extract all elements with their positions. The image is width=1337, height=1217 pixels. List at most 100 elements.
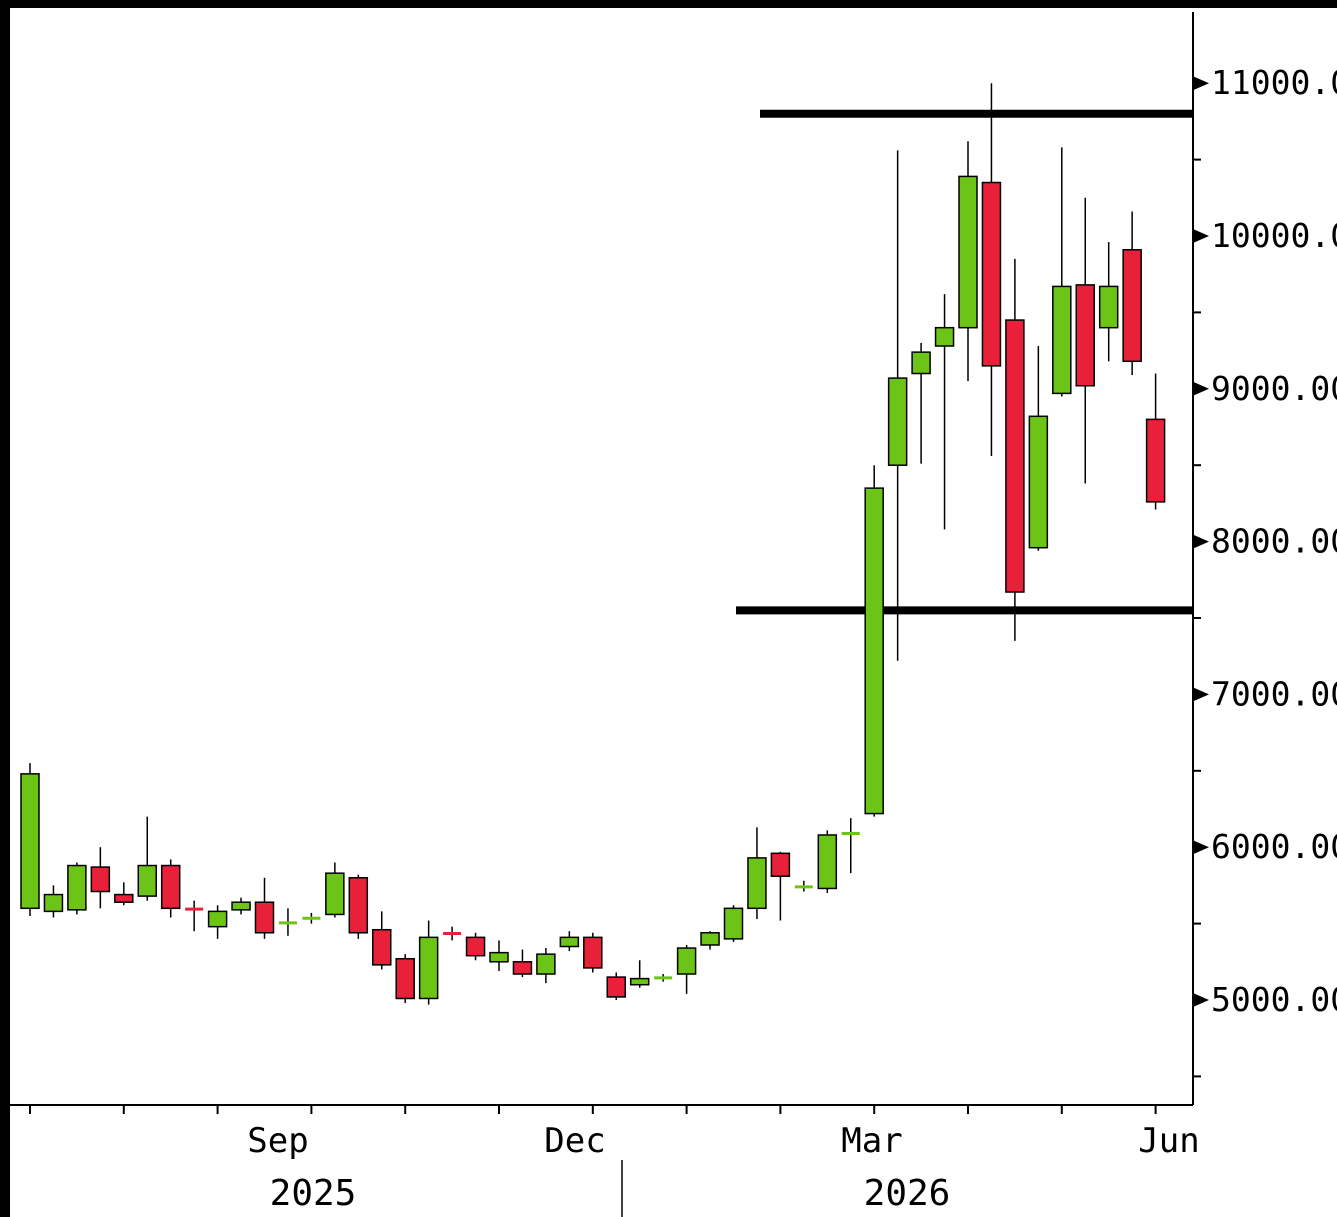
candle-down [512,949,533,978]
y-tick-label: 10000.00 [1211,216,1337,255]
candle-up [559,931,580,952]
candle-up [676,944,697,994]
candle-up [934,294,955,530]
candle-up [325,862,345,918]
candle-up [654,974,673,982]
candle-up [887,150,908,661]
candle-up [1052,147,1072,397]
candle-down [443,926,462,941]
candle-body [1052,285,1072,395]
x-label-dec: Dec [544,1121,605,1161]
candle-body [114,893,134,903]
candle-up [700,931,720,950]
candle-body [606,976,626,998]
candle-up [302,912,321,924]
candle-body [1122,249,1142,363]
candle-down [606,972,626,1000]
candle-down [1122,211,1142,376]
candle-body [583,936,603,969]
candle-body [489,951,509,963]
candle-up [794,880,813,892]
x-label-year-2026: 2026 [864,1173,951,1214]
candle-up [723,905,744,942]
candle-down [372,911,392,970]
y-tick-marker [1193,534,1209,549]
candle-down [395,954,415,1004]
x-label-sep: Sep [247,1121,308,1161]
candle-body [629,977,650,986]
candle-up [911,342,931,464]
candle-body [254,901,275,934]
candle-body [723,907,744,940]
x-axis-ticks [29,1105,1157,1114]
candle-down [1005,258,1025,641]
x-label-year-2025: 2025 [270,1173,357,1214]
candle-body [90,866,111,893]
candle-down [1075,197,1095,484]
horizontal-levels [736,109,1193,615]
candle-down [1145,373,1166,510]
candle-body [817,834,838,890]
candle-body [372,928,392,966]
candle-up [1098,242,1119,362]
y-tick-marker [1193,687,1209,702]
candle-down [348,874,369,939]
candle-up [841,818,860,874]
candle-up [231,897,251,915]
y-tick-label: 7000.00 [1211,674,1337,713]
candle-body [207,910,228,928]
y-tick-label: 8000.00 [1211,522,1337,561]
candle-body [981,181,1002,367]
x-label-mar: Mar [841,1121,902,1161]
candle-body [348,877,369,934]
candle-body [958,175,978,329]
candle-body [770,852,791,877]
candle-up [629,960,650,988]
candle-down [465,932,486,961]
x-axis-year-labels: 2025 2026 [270,1173,951,1214]
x-label-jun: Jun [1138,1121,1199,1161]
candle-body [67,864,87,911]
candle-body [934,326,955,347]
candle-body [536,953,556,975]
candle-body [864,487,884,815]
candle-down [160,859,181,918]
candle-up [958,141,978,382]
candle-body [325,872,345,916]
candle-body [418,936,439,1000]
candle-body [231,901,251,911]
y-tick-label: 5000.00 [1211,980,1337,1019]
candle-body [512,961,533,975]
candle-up [137,816,157,901]
y-tick-label: 6000.00 [1211,827,1337,866]
candle-up [747,827,767,920]
candle-body [20,773,40,910]
candle-up [207,905,228,939]
candle-body [137,864,157,897]
candle-body [1005,319,1025,593]
y-axis-ticks [1193,5,1209,1078]
candle-body [700,932,720,946]
candle-down [981,83,1002,457]
candle-body [43,893,64,913]
y-tick-marker [1193,229,1209,243]
candle-up [278,908,297,936]
y-tick-marker [1193,840,1209,855]
y-tick-marker [1193,381,1209,396]
candle-body [465,936,486,957]
candle-down [583,932,603,973]
candles [20,83,1166,1005]
y-tick-marker [1193,76,1209,91]
candle-body [395,957,415,1000]
y-tick-label: 11000.00 [1211,63,1337,102]
candle-body [1075,284,1095,387]
candle-body [1145,418,1166,503]
candle-down [185,900,204,932]
candle-up [536,948,556,984]
candle-down [114,882,134,906]
candle-body [887,377,908,466]
candle-up [817,830,838,894]
candle-up [1028,346,1049,551]
candle-down [770,851,791,921]
